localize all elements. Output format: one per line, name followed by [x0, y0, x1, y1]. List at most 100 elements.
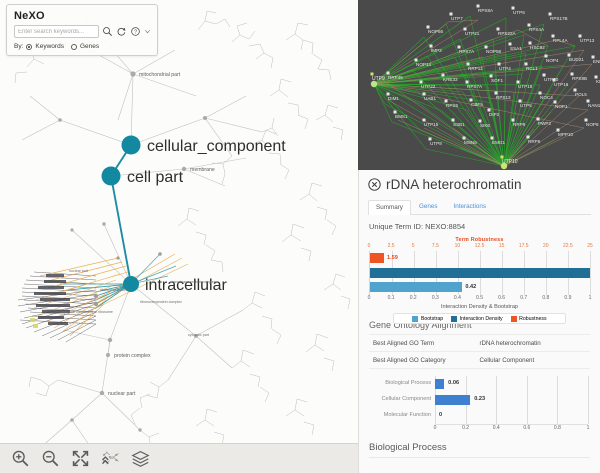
gene-node[interactable] — [444, 99, 448, 103]
legend-item[interactable]: Bootstrap — [412, 315, 443, 322]
gene-node[interactable] — [496, 27, 500, 31]
gene-node[interactable] — [516, 80, 520, 84]
gene-node[interactable] — [544, 54, 548, 58]
gene-node[interactable] — [386, 71, 390, 75]
gene-node[interactable] — [393, 110, 397, 114]
gene-node[interactable] — [487, 108, 491, 112]
gene-node[interactable] — [469, 98, 473, 102]
gene-node[interactable] — [570, 72, 574, 76]
gene-node[interactable] — [594, 75, 598, 79]
tab-interactions[interactable]: Interactions — [453, 203, 487, 210]
top-axis-tick: 22.5 — [563, 243, 573, 249]
go-value-term: rDNA heterochromatin — [479, 339, 541, 347]
search-panel[interactable]: NeXO ? By: Keywords Genes — [6, 4, 158, 56]
hierarchy-network-canvas[interactable]: cellular_component cell part intracellul… — [0, 0, 358, 473]
refresh-icon[interactable] — [116, 26, 127, 37]
go-key-category: Best Aligned GO Category — [373, 356, 446, 364]
help-icon[interactable]: ? — [130, 26, 141, 37]
gene-node[interactable] — [490, 136, 494, 140]
gene-node[interactable] — [494, 91, 498, 95]
gene-node[interactable] — [586, 99, 590, 103]
tab-genes[interactable]: Genes — [418, 203, 438, 210]
gene-node[interactable] — [426, 25, 430, 29]
term-detail-panel[interactable]: rDNA heterochromatin Summary Genes Inter… — [358, 170, 600, 473]
gene-node[interactable] — [428, 137, 432, 141]
bottom-axis-tick: 0.2 — [409, 295, 417, 301]
gene-node[interactable] — [578, 34, 582, 38]
gene-node[interactable] — [422, 118, 426, 122]
gene-node[interactable] — [527, 23, 531, 27]
gene-node[interactable] — [551, 34, 555, 38]
gene-label: UTP18 — [518, 84, 533, 89]
gene-node[interactable] — [462, 136, 466, 140]
zoom-out-icon[interactable] — [41, 449, 60, 468]
gene-node[interactable] — [463, 27, 467, 31]
legend-item[interactable]: Robustness — [510, 315, 547, 322]
gene-node[interactable] — [451, 118, 455, 122]
gene-node[interactable] — [422, 92, 426, 96]
zoom-in-icon[interactable] — [11, 449, 30, 468]
gene-node[interactable] — [538, 91, 542, 95]
gene-node[interactable] — [484, 45, 488, 49]
gene-label: NOP6 — [586, 122, 599, 127]
gene-node[interactable] — [508, 42, 512, 46]
gene-label: NOP58 — [486, 49, 502, 54]
node-label-protein-complex: protein complex — [114, 353, 151, 359]
gene-node[interactable] — [457, 45, 461, 49]
gene-node[interactable] — [584, 118, 588, 122]
close-circle-icon[interactable] — [368, 178, 381, 191]
gene-node[interactable] — [552, 78, 556, 82]
search-icon[interactable] — [102, 26, 113, 37]
hierarchy-nodes — [58, 71, 207, 432]
gene-node[interactable] — [476, 4, 480, 8]
gene-node[interactable] — [429, 44, 433, 48]
gene-edges-tan — [373, 19, 593, 167]
gene-node[interactable] — [548, 12, 552, 16]
radio-keywords[interactable] — [26, 43, 33, 50]
chevron-down-icon[interactable] — [144, 26, 151, 37]
gene-node[interactable] — [370, 72, 374, 76]
gene-node[interactable] — [518, 99, 522, 103]
gene-node[interactable] — [489, 74, 493, 78]
legend-item[interactable]: Interaction Density — [451, 315, 503, 322]
gene-label: NOC4 — [540, 95, 553, 100]
gene-node[interactable] — [526, 135, 530, 139]
gene-node[interactable] — [441, 73, 445, 77]
gene-node[interactable] — [511, 118, 515, 122]
gene-node[interactable] — [542, 73, 546, 77]
gene-node[interactable] — [414, 58, 418, 62]
gene-node[interactable] — [465, 80, 469, 84]
gene-node[interactable] — [478, 119, 482, 123]
collapse-network-icon[interactable] — [101, 449, 120, 468]
fit-screen-icon[interactable] — [71, 449, 90, 468]
bottom-axis-tick: 0.1 — [387, 295, 395, 301]
detail-tabbar[interactable]: Summary Genes Interactions — [368, 200, 591, 215]
radio-genes[interactable] — [70, 43, 77, 50]
node-label-mitochondrial-part: mitochondrial part — [139, 72, 181, 78]
gene-node[interactable] — [419, 80, 423, 84]
layers-icon[interactable] — [131, 449, 150, 468]
gene-node[interactable] — [466, 62, 470, 66]
gene-node[interactable] — [573, 88, 577, 92]
view-toolbar[interactable] — [0, 443, 358, 473]
gene-node[interactable] — [556, 128, 560, 132]
gene-node[interactable] — [536, 117, 540, 121]
gene-node[interactable] — [449, 12, 453, 16]
bottom-axis-tick: 0 — [367, 295, 371, 301]
gene-node[interactable] — [591, 55, 595, 59]
go-alignment-table: Best Aligned GO Term rDNA heterochromati… — [369, 334, 590, 369]
search-input[interactable] — [14, 25, 99, 38]
tab-summary[interactable]: Summary — [368, 200, 411, 215]
robustness-density-chart: Term Robustness 0 2.5 5 7.5 10 12.5 15 17.5 20 22… — [367, 237, 593, 324]
gene-node[interactable] — [528, 41, 532, 45]
gene-interaction-network[interactable]: UTP9 RPS8A UTP6 UTP7 RPS17B NOP56 UTP21 RPS22A R… — [358, 0, 600, 170]
gene-label: SOF1 — [491, 78, 503, 83]
gene-node[interactable] — [500, 155, 504, 159]
top-axis-tick: 15 — [498, 243, 505, 249]
gene-node[interactable] — [497, 62, 501, 66]
gene-node[interactable] — [511, 6, 515, 10]
gene-node[interactable] — [553, 100, 557, 104]
gene-node[interactable] — [524, 62, 528, 66]
gene-node[interactable] — [567, 53, 571, 57]
gene-node[interactable] — [386, 92, 390, 96]
